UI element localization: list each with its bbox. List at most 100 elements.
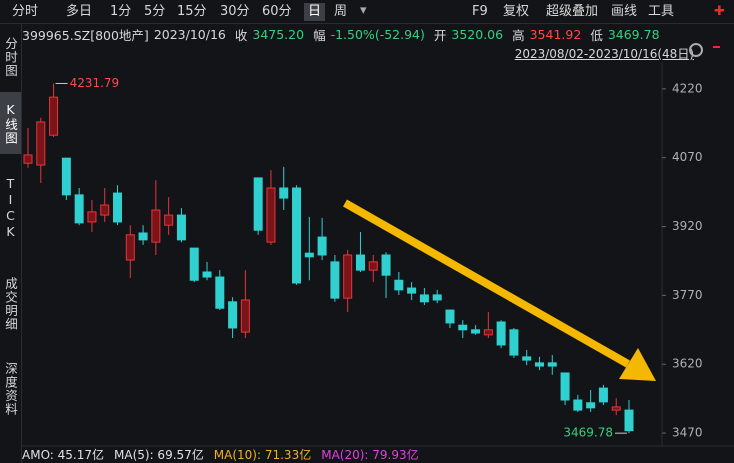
period-tab[interactable]: 1分 <box>110 4 132 19</box>
info-item: 收 <box>234 27 248 43</box>
candle-body <box>432 294 442 301</box>
candle-body <box>445 309 455 324</box>
period-tab[interactable]: 60分 <box>262 4 292 19</box>
candle-body <box>100 204 110 216</box>
side-tab[interactable]: TICK <box>3 176 18 240</box>
candle-body <box>522 356 532 361</box>
footer-stat: MA(20): 79.93亿 <box>321 448 419 462</box>
footer-stat: MA(10): 71.33亿 <box>213 448 312 462</box>
candle-body <box>215 276 225 309</box>
candle-body <box>151 209 161 243</box>
candle-body <box>61 157 71 196</box>
candle-body <box>279 187 289 199</box>
period-tab[interactable]: 30分 <box>220 4 250 19</box>
min-label: 3469.78 <box>563 426 613 440</box>
info-item: 低 <box>590 27 603 43</box>
candle-body <box>317 236 327 256</box>
footer-stat: AMO: 45.17亿 <box>22 448 105 462</box>
y-tick-label: 4070 <box>672 150 703 164</box>
candle-body <box>74 194 84 224</box>
candle-body <box>368 261 378 271</box>
period-tab[interactable]: 周 <box>334 4 348 19</box>
candle-body <box>49 96 59 136</box>
trend-arrow <box>343 199 656 381</box>
candle-body <box>292 187 302 284</box>
max-label: 4231.79 <box>70 76 120 90</box>
candle-body <box>419 294 429 303</box>
candle-body <box>509 329 519 356</box>
candle-body <box>611 406 621 411</box>
y-tick-label: 3470 <box>672 426 703 440</box>
candle-body <box>381 254 391 276</box>
date-range[interactable]: 2023/08/02-2023/10/16(48日) <box>514 47 694 61</box>
candle-body <box>483 329 493 336</box>
info-item: 3469.78 <box>607 26 660 42</box>
toolbar: ▾ ✚ 分时 多日 1分 5分 15分 30分 60分日周 F9 复权 超级叠加 画线 工具 <box>0 0 734 24</box>
y-tick-label: 3620 <box>672 357 703 371</box>
candle-body <box>534 362 544 367</box>
info-item: 399965.SZ[800地产] <box>22 27 149 43</box>
dropdown-icon[interactable]: ▾ <box>360 3 367 18</box>
candle-body <box>407 287 417 294</box>
candle-body <box>202 271 212 278</box>
info-bar: 399965.SZ[800地产] 2023/10/16 收 3475.20 幅 -1.50… <box>22 24 660 44</box>
footer: AMO: 45.17亿 MA(5): 69.57亿 MA(10): 71.33亿 MA… <box>22 446 419 463</box>
candle-body <box>304 252 314 258</box>
footer-stat: MA(5): 69.57亿 <box>114 448 204 462</box>
candle-body <box>228 301 238 329</box>
candle-body <box>547 362 557 367</box>
candle-body <box>586 402 596 409</box>
info-item: 高 <box>512 27 525 43</box>
period-tab[interactable]: 日 <box>304 3 326 21</box>
info-item: 3475.20 <box>252 26 305 42</box>
side-tab[interactable]: 分时图 <box>3 36 18 78</box>
candle-body <box>176 214 186 241</box>
candle-body <box>23 154 33 164</box>
candle-body <box>189 247 199 281</box>
candle-body <box>355 254 365 271</box>
y-tick-label: 3770 <box>672 288 703 302</box>
info-item: 开 <box>433 27 447 43</box>
tool-button[interactable]: F9 <box>472 4 488 19</box>
info-item: 幅 <box>313 27 326 43</box>
period-tab[interactable]: 15分 <box>177 4 207 19</box>
arrow-head <box>619 348 656 381</box>
candle-body <box>394 279 404 291</box>
candle-body <box>343 254 353 299</box>
candle-body <box>138 232 148 241</box>
side-tab[interactable]: 成交明细 <box>3 277 18 331</box>
tool-button[interactable]: 复权 <box>503 4 530 19</box>
candle-body <box>471 329 481 334</box>
period-tab[interactable]: 分时 <box>12 4 39 19</box>
favorite-icon[interactable]: ✚ <box>714 4 725 19</box>
candle-body <box>560 372 570 401</box>
candle-body <box>598 387 608 403</box>
tool-button[interactable]: 画线 <box>611 4 638 19</box>
info-item: 3520.06 <box>451 26 504 42</box>
candle-body <box>496 321 506 346</box>
info-item: 3541.92 <box>529 26 582 42</box>
period-tab[interactable]: 5分 <box>144 4 166 19</box>
settings-icon[interactable] <box>689 43 703 57</box>
candle-body <box>253 177 263 231</box>
side-tab[interactable]: 深度资料 <box>3 362 18 416</box>
candle-body <box>458 324 468 331</box>
candle-body <box>330 261 340 299</box>
candle-body <box>36 121 46 166</box>
candle-body <box>113 192 123 223</box>
candle-body <box>87 211 97 223</box>
side-tabs: 分时图 K线图 TICK 成交明细深度资料 <box>0 24 22 463</box>
side-tab[interactable]: K线图 <box>0 92 21 154</box>
candle-body <box>240 299 250 333</box>
period-tab[interactable]: 多日 <box>66 4 93 19</box>
candle-body <box>125 234 135 261</box>
candle-body <box>266 187 276 243</box>
arrow-shaft <box>343 199 630 368</box>
info-item: -1.50%(-52.94) <box>330 26 425 42</box>
tool-button[interactable]: 工具 <box>648 4 675 19</box>
candle-body <box>624 409 634 432</box>
tool-button[interactable]: 超级叠加 <box>546 4 599 19</box>
y-tick-label: 3920 <box>672 219 703 233</box>
